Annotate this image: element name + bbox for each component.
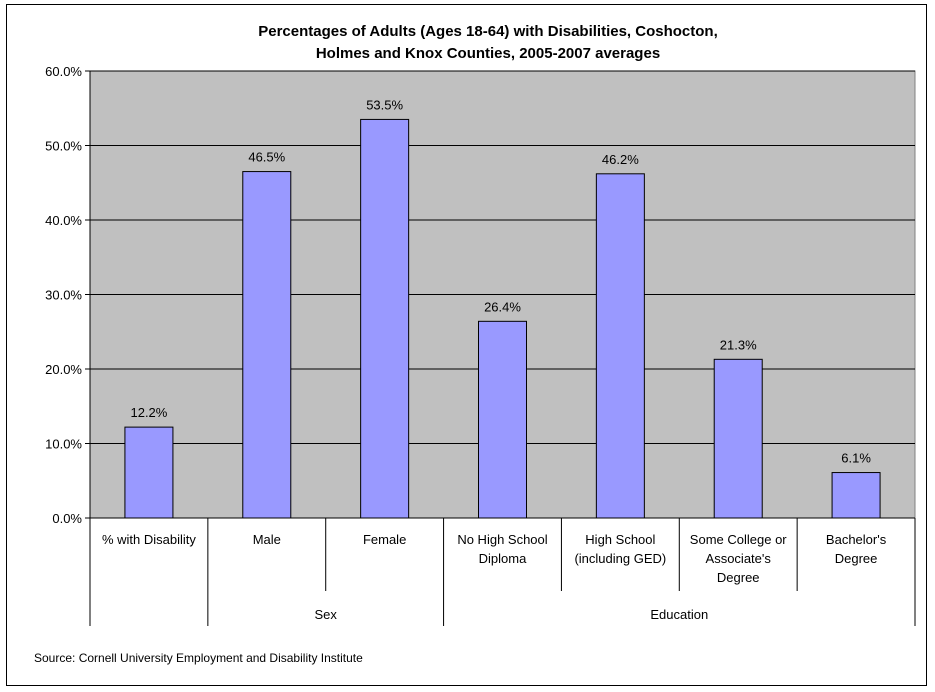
group-label: Education [650, 607, 708, 622]
data-label: 53.5% [366, 97, 403, 112]
category-label: % with Disability [102, 532, 196, 547]
plot-area: 0.0% 10.0% 20.0% 30.0% 40.0% 50.0% 60.0% 12.2%%… [45, 64, 916, 626]
y-tick-label: 30.0% [45, 288, 82, 303]
y-tick-label: 20.0% [45, 362, 82, 377]
category-label: Male [253, 532, 281, 547]
bar[interactable] [831, 472, 881, 519]
category-label: No High School [457, 532, 547, 547]
y-tick-label: 60.0% [45, 64, 82, 79]
y-tick-label: 10.0% [45, 437, 82, 452]
y-tick-label: 50.0% [45, 139, 82, 154]
y-tick-label: 40.0% [45, 213, 82, 228]
category-label: Some College or [690, 532, 787, 547]
y-tick-label: 0.0% [52, 511, 82, 526]
bar[interactable] [478, 320, 527, 519]
data-label: 6.1% [841, 451, 871, 466]
bar[interactable] [124, 426, 174, 519]
bar[interactable] [360, 118, 410, 519]
category-label: Associate's [706, 551, 772, 566]
category-label: Degree [835, 551, 878, 566]
category-label: High School [585, 532, 655, 547]
data-label: 21.3% [720, 337, 757, 352]
category-label: Diploma [479, 551, 527, 566]
bar[interactable] [595, 173, 645, 519]
data-label: 46.2% [602, 152, 639, 167]
category-label: Bachelor's [826, 532, 887, 547]
group-label: Sex [315, 607, 338, 622]
bar[interactable] [242, 171, 292, 519]
chart-title-line-2: Holmes and Knox Counties, 2005-2007 aver… [316, 45, 660, 62]
category-label: (including GED) [574, 551, 666, 566]
data-label: 12.2% [130, 405, 167, 420]
bar[interactable] [713, 358, 763, 519]
category-label: Degree [717, 570, 760, 585]
source-note: Source: Cornell University Employment an… [34, 651, 363, 665]
data-label: 26.4% [484, 299, 521, 314]
chart-title-line-1: Percentages of Adults (Ages 18-64) with … [258, 23, 718, 40]
data-label: 46.5% [248, 150, 285, 165]
category-label: Female [363, 532, 406, 547]
